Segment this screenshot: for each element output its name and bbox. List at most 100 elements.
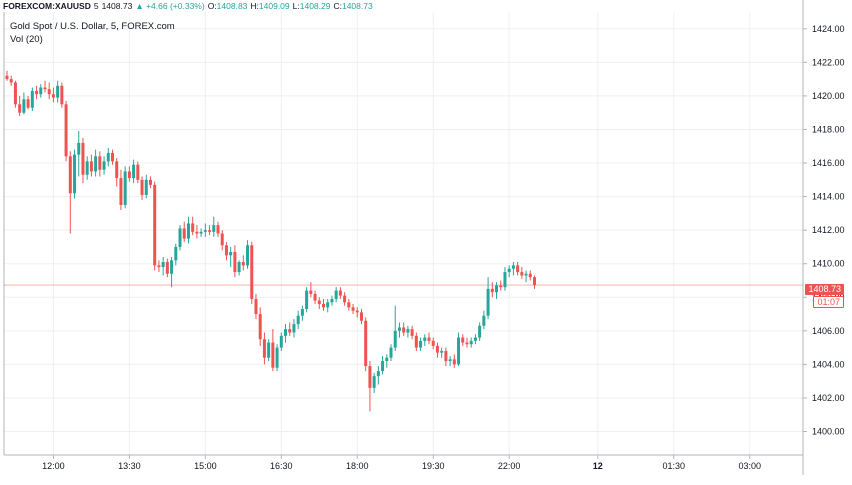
candle-body [275, 347, 279, 368]
high-label: H: [250, 1, 259, 11]
y-tick-label: 1424.00 [812, 24, 845, 34]
y-tick-label: 1416.00 [812, 158, 845, 168]
last-price: 1408.73 [101, 1, 133, 11]
candle-body [431, 340, 435, 346]
candle-body [473, 337, 477, 341]
y-tick-label: 1402.00 [812, 393, 845, 403]
candle-body [292, 324, 296, 333]
x-tick-label: 15:00 [194, 461, 217, 471]
candle-body [385, 357, 389, 362]
candle-body [170, 260, 174, 274]
candle-body [414, 335, 418, 348]
candle-body [165, 262, 169, 274]
candle-body [427, 337, 431, 341]
candle-body [111, 152, 114, 162]
candle-body [30, 90, 34, 108]
volume-indicator-label[interactable]: Vol (20) [10, 34, 43, 45]
candle-body [250, 245, 254, 299]
candle-body [271, 342, 275, 368]
candle-body [520, 272, 524, 276]
candle-body [212, 225, 216, 232]
candle-body [376, 371, 380, 377]
x-tick-label: 18:00 [346, 461, 369, 471]
candle-body [123, 171, 127, 205]
candle-body [486, 288, 490, 316]
candle-body [174, 246, 178, 261]
candle-body [448, 359, 452, 362]
candle-body [64, 104, 68, 157]
candle-body [309, 290, 313, 294]
candle-body [528, 273, 532, 278]
candle-body [208, 230, 212, 232]
open-label: O: [207, 1, 217, 11]
candle-body [452, 359, 456, 365]
low-label: L: [292, 1, 300, 11]
candle-body [77, 142, 81, 155]
candle-body [157, 265, 161, 268]
candle-body [419, 340, 423, 348]
y-tick-label: 1422.00 [812, 57, 845, 67]
y-tick-label: 1414.00 [812, 192, 845, 202]
candle-body [5, 75, 9, 80]
close-label: C: [333, 1, 342, 11]
candle-body [524, 273, 528, 276]
candle-body [178, 228, 182, 247]
candle-body [229, 251, 233, 256]
candle-body [410, 329, 414, 336]
candle-body [368, 366, 372, 388]
candle-body [216, 225, 220, 234]
candle-body [372, 376, 376, 388]
candle-body [482, 315, 486, 326]
interval-label[interactable]: 5 [93, 1, 99, 11]
candle-body [490, 288, 494, 293]
candle-body [351, 307, 355, 311]
candle-body [533, 277, 536, 286]
candle-body [13, 82, 17, 105]
candle-body [435, 345, 439, 353]
symbol-name[interactable]: FOREXCOM:XAUUSD [3, 1, 91, 11]
x-tick-label: 01:30 [662, 461, 685, 471]
chart-title: Gold Spot / U.S. Dollar, 5, FOREX.com [10, 21, 175, 32]
candle-body [465, 342, 469, 345]
x-tick-label: 13:30 [118, 461, 141, 471]
candle-body [102, 161, 106, 170]
candle-body [68, 156, 72, 194]
candle-body [334, 290, 338, 299]
candle-body [389, 347, 393, 358]
symbol-info-bar: FOREXCOM:XAUUSD 5 1408.73 ▲ +4.66 (+0.33%) O… [3, 0, 376, 12]
candle-body [478, 325, 482, 338]
x-tick-label: 19:30 [422, 461, 445, 471]
candle-body [35, 90, 39, 95]
candle-body [288, 329, 292, 333]
x-tick-label: 22:00 [498, 461, 521, 471]
candle-body [195, 231, 199, 234]
candle-body [330, 298, 334, 303]
candle-body [296, 315, 300, 325]
candle-body [359, 312, 363, 321]
candle-body [85, 161, 89, 175]
x-tick-label: 12 [593, 461, 603, 471]
candle-body [507, 268, 511, 273]
candle-body [469, 340, 473, 345]
x-tick-label: 16:30 [270, 461, 293, 471]
candle-body [94, 156, 98, 172]
candle-body [220, 233, 224, 246]
candle-body [233, 251, 237, 273]
candle-body [106, 152, 110, 162]
candle-body [182, 228, 186, 239]
candle-body [503, 272, 507, 288]
candle-body [241, 262, 245, 266]
candle-body [224, 245, 228, 256]
candle-body [47, 89, 51, 95]
candle-body [393, 330, 397, 348]
candle-body [262, 339, 266, 358]
candle-body [51, 94, 55, 98]
candle-body [39, 87, 43, 95]
y-tick-label: 1406.00 [812, 326, 845, 336]
candle-body [300, 309, 304, 316]
candle-body [56, 85, 60, 98]
close-value: 1408.73 [341, 1, 373, 11]
candle-body [203, 230, 207, 232]
